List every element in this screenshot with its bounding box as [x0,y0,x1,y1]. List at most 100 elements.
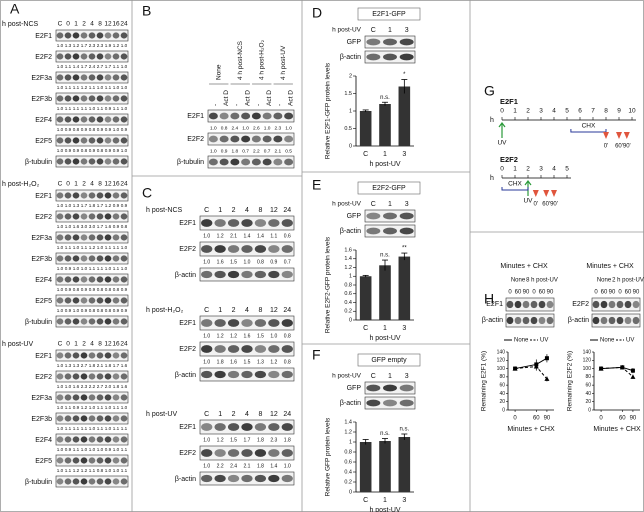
band [366,227,381,235]
band [72,95,80,102]
band [104,158,112,165]
quant-value: 0.8 [73,127,80,132]
lane-label: 2 [232,207,236,214]
lane-label: 8 [98,181,102,188]
lane-label: 4 [90,21,94,28]
row-label: GFP [347,385,362,392]
row-label: E2F2 [35,374,52,381]
band [281,449,293,457]
y-tick-label: 120 [497,358,506,364]
band [227,370,240,379]
band [383,38,397,46]
band [80,457,88,464]
bar [398,86,411,146]
band [88,297,96,304]
band [96,234,104,241]
band [88,255,96,262]
band [96,255,104,262]
significance: n.s. [380,95,390,101]
sample-label: 60' [542,202,550,208]
band [72,137,80,144]
band [383,399,397,407]
band [80,137,88,144]
quant-value: 1.1 [121,468,128,473]
quant-value: 1.0 [97,447,104,452]
quant-value: 1.6 [121,363,128,368]
band [88,457,96,464]
quant-value: 1.2 [73,468,80,473]
row-label: β-actin [340,400,361,407]
band [96,213,104,220]
quant-value: 1.6 [217,259,224,265]
y-tick-label: 120 [583,358,592,364]
band [241,135,251,143]
band [227,270,240,279]
blot [207,132,295,146]
row-label: E2F2 [179,450,196,457]
lane-header: h post-NCS [146,207,183,214]
y-tick-label: 60 [585,382,591,388]
quant-value: 1.2 [81,85,88,90]
lane-label: 1 [74,21,78,28]
band [64,213,72,220]
band [592,316,600,325]
y-tick-label: 1.6 [344,247,352,253]
band [104,213,112,220]
band [241,112,251,120]
bar [398,437,411,492]
quant-value: 1.1 [65,405,72,410]
quant-value: 3.0 [81,224,88,229]
band [56,457,64,464]
band [201,270,213,279]
timeline-unit: h [490,175,494,182]
sample-label: 90' [550,202,558,208]
row-label: E2F4 [35,277,52,284]
band [112,352,120,359]
band [120,192,128,199]
row-label: E2F3a [31,235,52,242]
y-tick-label: 0 [349,143,352,149]
quant-value: 1.1 [73,106,80,111]
chx-bracket [501,187,529,191]
quant-value: 1.0 [89,106,96,111]
lane-label: 0 [508,290,512,296]
lane-label: 16 [112,21,120,28]
quant-value: 0.9 [81,308,88,313]
band [281,270,293,279]
y-axis-label: Relative E2F1-GFP protein levels [325,62,332,159]
band [214,270,226,279]
y-tick-label: 1 [349,108,352,114]
quant-value: 1.1 [113,426,120,431]
band [104,192,112,199]
lane-label: C [204,411,209,418]
band [254,423,267,431]
band [112,116,120,123]
lane-label: 2 [232,411,236,418]
y-tick-label: 140 [497,349,506,355]
quant-value: 1.0 [57,287,64,292]
uv-arrowhead [524,180,532,186]
quant-value: 0.9 [113,308,120,313]
quant-value: 1.4 [244,233,251,239]
quant-value: 1.0 [73,266,80,271]
x-tick-label: 1 [383,497,387,504]
quant-value: 0.9 [65,266,72,271]
y-tick-label: 0.5 [344,126,352,132]
point [533,364,539,369]
quant-value: 1.1 [65,426,72,431]
quant-value: 1.3 [257,359,264,365]
band [72,478,80,485]
band [56,255,64,262]
band [104,234,112,241]
quant-value: 0.8 [97,308,104,313]
legend-label: None [514,338,529,344]
band [120,415,128,422]
significance: n.s. [399,427,409,433]
quant-value: 0.9 [105,127,112,132]
lane-label: 0 [66,21,70,28]
row-label: E2F3b [31,96,52,103]
band [80,74,88,81]
quant-value: 1.9 [105,43,112,48]
timeline-label: E2F1 [500,97,518,106]
lane-label: 24 [120,341,128,348]
